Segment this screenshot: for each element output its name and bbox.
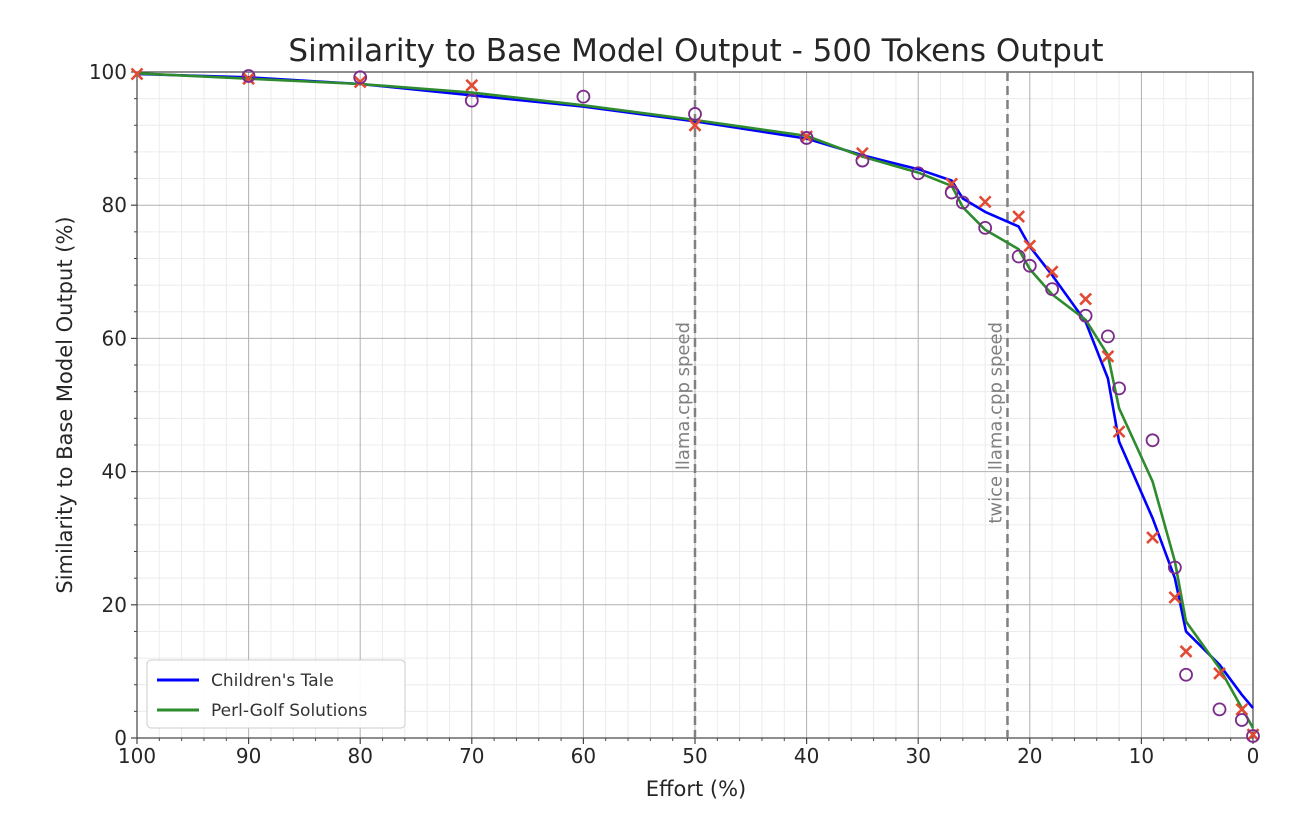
y-tick-label: 100 — [89, 60, 127, 84]
circle-marker — [576, 89, 591, 104]
circle-marker — [1145, 433, 1160, 448]
legend-label: Perl-Golf Solutions — [211, 701, 368, 721]
x-tick-label: 90 — [236, 744, 261, 768]
x-marker — [1023, 239, 1037, 253]
circle-marker — [944, 185, 959, 200]
x-marker — [130, 67, 144, 81]
y-tick-label: 40 — [102, 460, 127, 484]
series-line — [136, 72, 1254, 709]
circle-marker — [1234, 713, 1249, 727]
x-tick-label: 80 — [347, 744, 372, 768]
x-tick-label: 10 — [1129, 744, 1154, 768]
circle-marker — [241, 69, 256, 83]
reference-line-label: twice llama.cpp speed — [985, 322, 1006, 524]
circle-marker — [855, 153, 870, 168]
circle-marker — [1045, 282, 1060, 297]
x-marker — [242, 72, 256, 86]
x-tick-label: 20 — [1017, 744, 1042, 768]
circle-marker — [1022, 258, 1037, 273]
circle-marker — [1078, 308, 1093, 323]
plot-area: 100 90 80 70 60 50 40 30 20 10 0020406080100llama.… — [89, 60, 1260, 768]
x-marker — [1045, 265, 1059, 279]
y-tick-label: 60 — [102, 326, 127, 350]
x-tick-label: 50 — [682, 744, 707, 768]
x-tick-label: 100 — [118, 744, 156, 768]
circle-marker — [1112, 381, 1126, 396]
y-tick-label: 80 — [102, 193, 127, 217]
x-marker — [688, 118, 702, 132]
circle-marker — [464, 93, 479, 108]
circle-marker — [1101, 329, 1115, 344]
circle-marker — [955, 195, 970, 210]
x-marker — [1213, 666, 1226, 680]
x-tick-label: 30 — [905, 744, 930, 768]
circle-marker — [799, 131, 814, 145]
x-marker — [1112, 425, 1126, 439]
chart-title: Similarity to Base Model Output - 500 To… — [288, 33, 1103, 69]
x-tick-label: 40 — [794, 744, 819, 768]
series-line — [136, 72, 1255, 729]
x-marker — [465, 78, 479, 92]
x-marker — [1012, 210, 1026, 223]
x-marker — [1101, 349, 1115, 363]
circle-marker — [1011, 249, 1026, 264]
x-tick-label: 70 — [459, 744, 484, 768]
circle-marker — [688, 107, 702, 121]
legend: Children's Tale Perl-Golf Solutions — [146, 659, 406, 729]
x-tick-label: 60 — [571, 744, 596, 768]
x-axis-label: Effort (%) — [646, 777, 746, 801]
y-axis-label: Similarity to Base Model Output (%) — [53, 216, 77, 593]
x-marker — [1235, 702, 1249, 716]
x-marker — [353, 75, 367, 89]
x-marker — [978, 195, 992, 209]
x-marker — [1168, 591, 1182, 604]
circle-marker — [1167, 560, 1182, 575]
circle-marker — [353, 70, 368, 85]
x-marker — [1079, 292, 1093, 306]
y-tick-label: 0 — [114, 726, 127, 750]
x-tick-label: 0 — [1247, 744, 1260, 768]
reference-line-label: llama.cpp speed — [673, 322, 694, 470]
x-marker — [1179, 645, 1193, 658]
circle-marker — [1246, 729, 1260, 743]
x-marker — [1146, 531, 1159, 544]
circle-marker — [1212, 702, 1227, 717]
legend-label: Children's Tale — [211, 671, 334, 691]
circle-marker — [978, 220, 993, 235]
circle-marker — [911, 166, 926, 181]
circle-marker — [1179, 667, 1193, 682]
y-tick-label: 20 — [102, 593, 127, 617]
legend-box — [146, 659, 406, 729]
